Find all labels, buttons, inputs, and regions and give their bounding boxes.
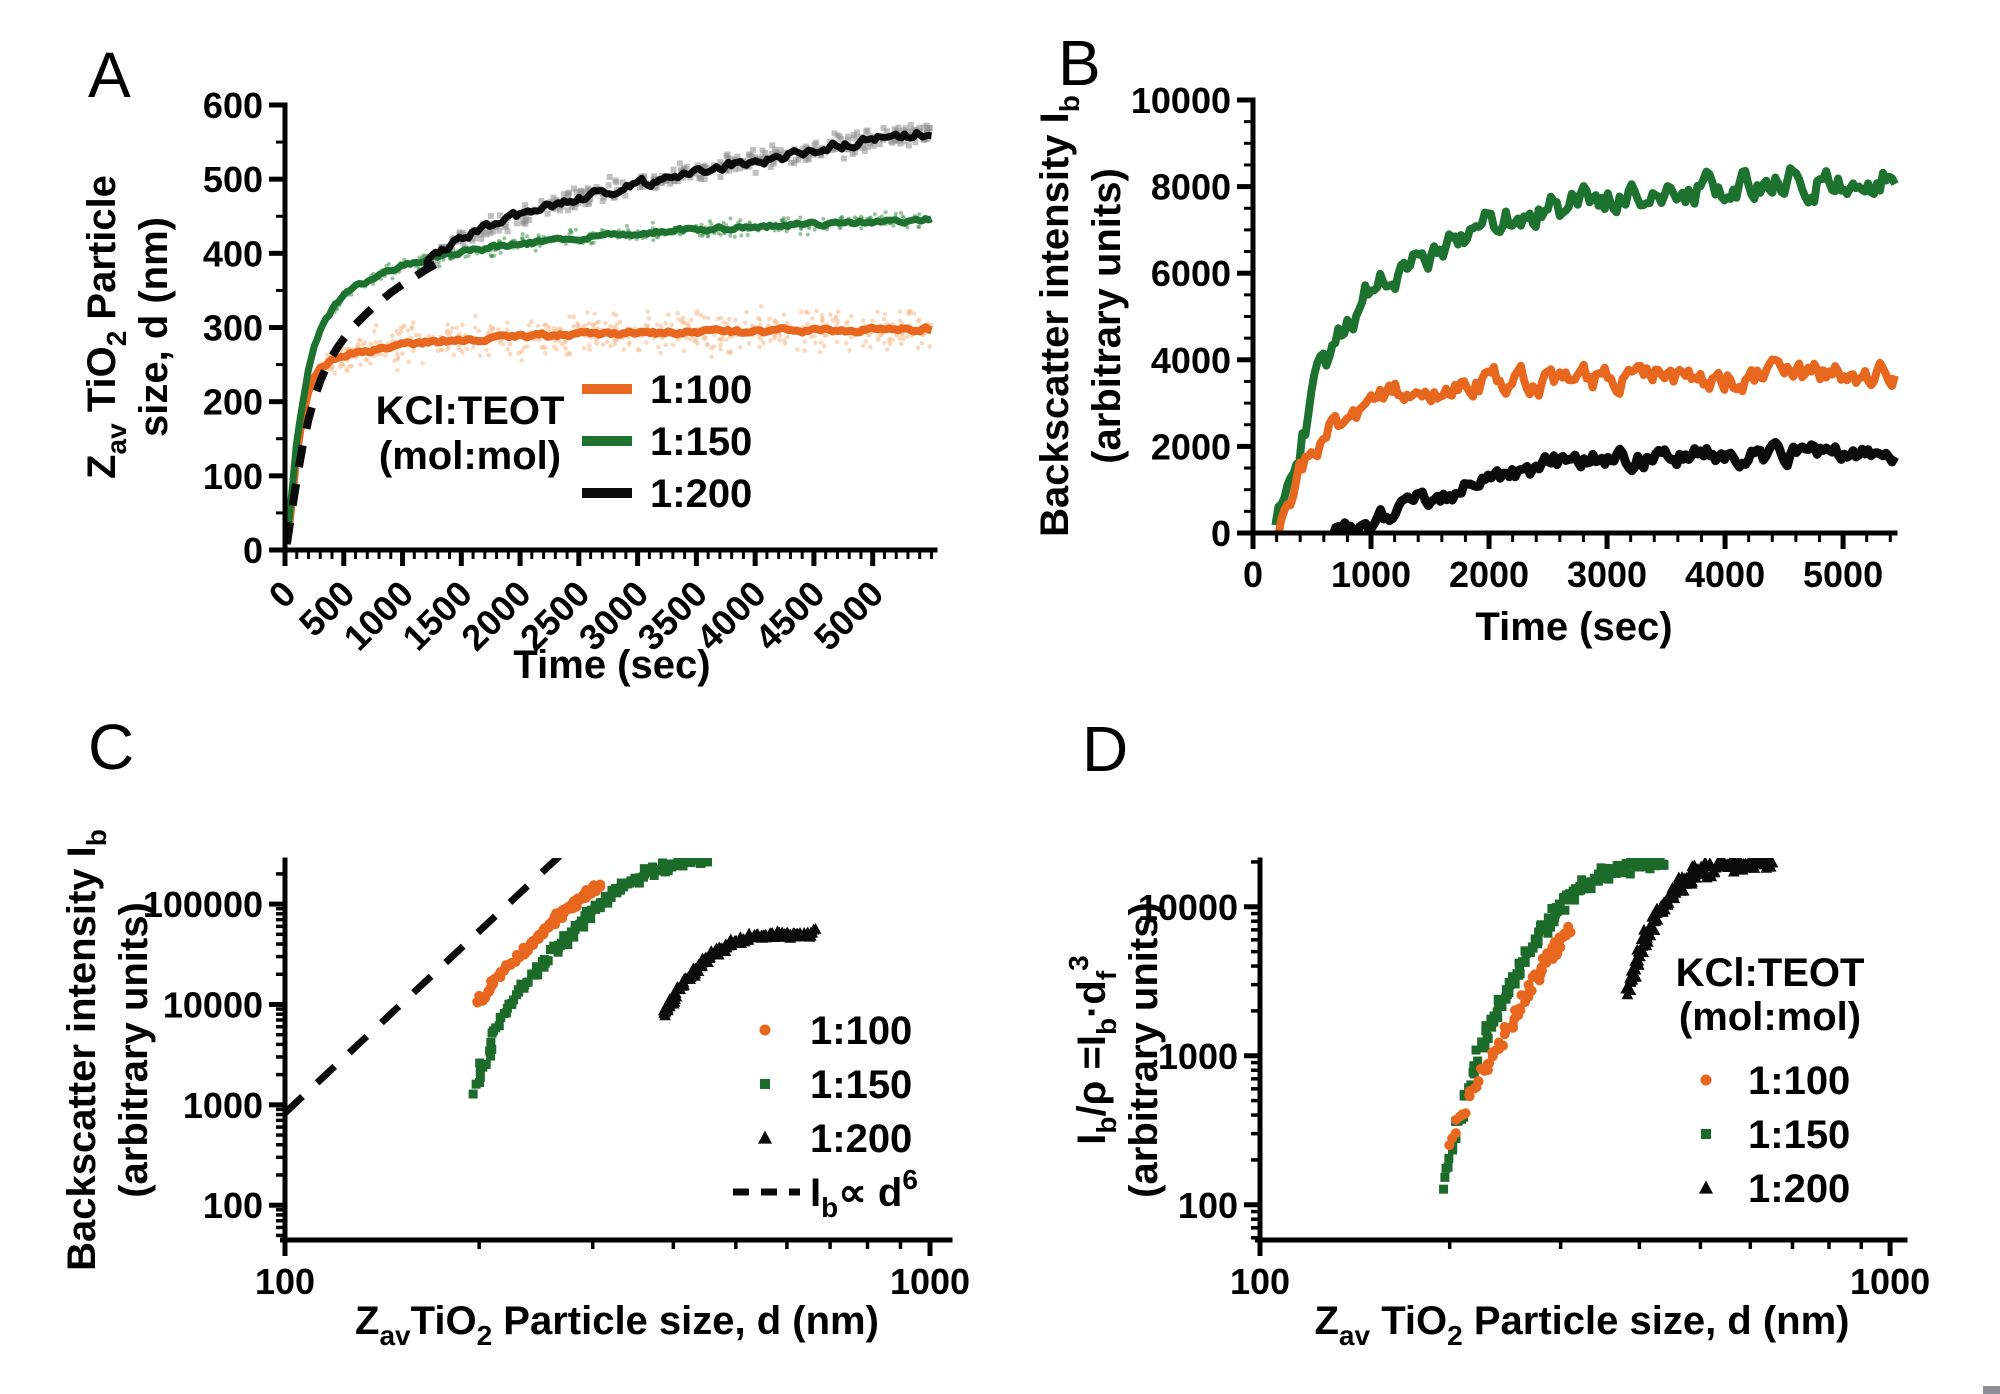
svg-text:600: 600 <box>203 85 263 126</box>
svg-text:1:150: 1:150 <box>1748 1113 1850 1157</box>
svg-text:4000: 4000 <box>1685 554 1765 595</box>
svg-text:(mol:mol): (mol:mol) <box>1679 995 1861 1039</box>
svg-text:1:100: 1:100 <box>810 1009 912 1053</box>
svg-text:(arbitrary units): (arbitrary units) <box>112 902 156 1198</box>
svg-text:8000: 8000 <box>1151 167 1231 208</box>
svg-text:100: 100 <box>203 1185 263 1226</box>
svg-text:100000: 100000 <box>143 884 263 925</box>
panel-d-chart: 100 1000 100 1000 10000 Zav TiO2 Particle siz… <box>1063 857 1930 1351</box>
svg-text:Time (sec): Time (sec) <box>513 643 710 687</box>
svg-text:10000: 10000 <box>1138 887 1238 928</box>
svg-text:Backscatter intensity Ib: Backscatter intensity Ib <box>60 829 112 1271</box>
panel-a-letter: A <box>88 39 131 111</box>
svg-text:0: 0 <box>243 530 263 571</box>
svg-text:400: 400 <box>203 233 263 274</box>
svg-text:(arbitrary units): (arbitrary units) <box>1085 168 1129 464</box>
svg-text:1000: 1000 <box>1158 1036 1238 1077</box>
svg-text:4000: 4000 <box>1151 340 1231 381</box>
panel-d-letter: D <box>1082 713 1129 785</box>
svg-text:(mol:mol): (mol:mol) <box>379 434 561 478</box>
svg-text:100: 100 <box>203 456 263 497</box>
svg-text:KCl:TEOT: KCl:TEOT <box>376 389 565 433</box>
svg-text:1000: 1000 <box>1331 554 1411 595</box>
svg-text:KCl:TEOT: KCl:TEOT <box>1676 951 1865 995</box>
svg-text:size, d (nm): size, d (nm) <box>132 217 176 437</box>
svg-text:200: 200 <box>203 382 263 423</box>
svg-text:Zav TiO2 Particle: Zav TiO2 Particle <box>80 175 132 479</box>
svg-text:3000: 3000 <box>1567 554 1647 595</box>
panel-c-letter: C <box>88 711 135 783</box>
svg-text:0: 0 <box>1211 513 1231 554</box>
svg-text:0: 0 <box>1243 554 1263 595</box>
svg-text:2000: 2000 <box>1151 426 1231 467</box>
svg-text:1:200: 1:200 <box>810 1117 912 1161</box>
svg-text:10000: 10000 <box>1131 80 1231 121</box>
panel-b-letter: B <box>1058 27 1101 99</box>
svg-text:1:200: 1:200 <box>650 472 752 516</box>
svg-text:5000: 5000 <box>806 573 892 659</box>
corner-artifact <box>1983 1386 2000 1394</box>
panel-b: B 0 1000 2000 3000 4000 5000 0 2000 4000 6000 8000… <box>1000 0 2000 700</box>
svg-text:1:100: 1:100 <box>650 368 752 412</box>
svg-text:1000: 1000 <box>890 1261 970 1302</box>
svg-text:10000: 10000 <box>163 984 263 1025</box>
svg-text:100: 100 <box>1230 1261 1290 1302</box>
svg-text:100: 100 <box>255 1261 315 1302</box>
svg-text:100: 100 <box>1178 1185 1238 1226</box>
svg-text:Ib∝ d6: Ib∝ d6 <box>810 1164 918 1223</box>
svg-text:1000: 1000 <box>1850 1261 1930 1302</box>
panel-a-chart: 0500100015002000250030003500400045005000… <box>80 85 938 687</box>
svg-text:6000: 6000 <box>1151 253 1231 294</box>
svg-text:1000: 1000 <box>183 1085 263 1126</box>
svg-text:5000: 5000 <box>1803 554 1883 595</box>
svg-text:Zav TiO2 Particle size, d (nm): Zav TiO2 Particle size, d (nm) <box>1314 1299 1849 1351</box>
svg-text:1:150: 1:150 <box>650 420 752 464</box>
svg-text:(arbitrary units): (arbitrary units) <box>1122 902 1166 1198</box>
svg-text:300: 300 <box>203 308 263 349</box>
svg-text:Time (sec): Time (sec) <box>1475 605 1672 649</box>
svg-text:500: 500 <box>203 159 263 200</box>
svg-text:Ib/ρ =Ib·df3: Ib/ρ =Ib·df3 <box>1063 955 1122 1144</box>
panel-d: D 100 1000 100 1000 10000 Zav TiO2 Particle s… <box>1000 700 2000 1394</box>
panel-c: C 100 1000 100 1000 10000 100000 ZavTiO2 Parti… <box>0 700 1000 1394</box>
svg-text:1:150: 1:150 <box>810 1063 912 1107</box>
panel-a: A 0 500 1000 1500 2000 2500 3000 3500 4000 4500 50… <box>0 0 1000 700</box>
svg-text:1:200: 1:200 <box>1748 1167 1850 1211</box>
panel-b-chart: 0 1000 2000 3000 4000 5000 0 2000 4000 6000 8000 10… <box>1033 80 1899 649</box>
svg-text:Backscatter intensity Ib: Backscatter intensity Ib <box>1033 95 1085 537</box>
svg-text:1:100: 1:100 <box>1748 1059 1850 1103</box>
svg-text:2000: 2000 <box>1449 554 1529 595</box>
panel-c-chart: 100 1000 100 1000 10000 100000 ZavTiO2 Particl… <box>60 829 970 1351</box>
svg-text:ZavTiO2 Particle size, d (nm): ZavTiO2 Particle size, d (nm) <box>355 1299 879 1351</box>
